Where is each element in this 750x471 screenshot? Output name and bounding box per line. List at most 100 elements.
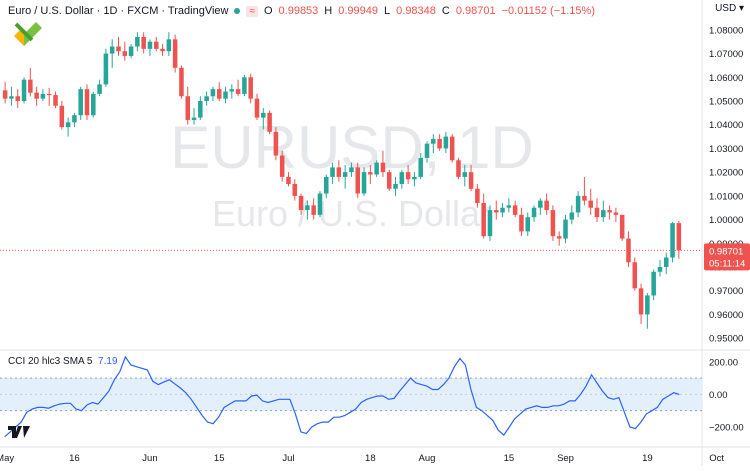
candle-body: [424, 143, 430, 158]
candle-body: [412, 176, 417, 180]
candle-body: [267, 112, 272, 132]
candle-body: [235, 89, 241, 94]
candle-body: [468, 172, 474, 189]
tradingview-logo-icon[interactable]: [8, 426, 30, 438]
candle-body: [405, 172, 411, 180]
candle-body: [500, 207, 505, 213]
broker-logo-icon: [14, 22, 42, 46]
price-tick-label: 0.95000: [709, 334, 743, 345]
candle-body: [84, 89, 90, 116]
candle-body: [651, 271, 656, 296]
price-tick-label: 1.08000: [709, 25, 743, 36]
candle-body: [607, 210, 612, 213]
candle-body: [179, 67, 184, 97]
candle-body: [229, 89, 235, 92]
candle-body: [355, 167, 361, 194]
currency-selector[interactable]: USD ▾: [715, 3, 744, 14]
candle-body: [279, 155, 285, 177]
indicator-legend[interactable]: CCI 20 hlc3 SMA 5 7.19: [8, 356, 118, 367]
candle-body: [462, 172, 468, 177]
candle-body: [261, 112, 266, 118]
candle-body: [160, 48, 165, 52]
candle-body: [538, 200, 543, 208]
candle-body: [191, 117, 197, 120]
candle-body: [374, 162, 379, 175]
time-tick-label: 16: [69, 453, 80, 464]
time-tick-label: Sep: [557, 453, 574, 464]
time-tick-label: 15: [214, 453, 225, 464]
candle-body: [582, 195, 587, 201]
time-tick-label: May: [0, 453, 14, 464]
replay-badge[interactable]: ≈: [246, 5, 258, 17]
candle-body: [147, 41, 153, 49]
cci-line: [4, 355, 680, 438]
candle-body: [657, 267, 663, 272]
candle-body: [475, 188, 480, 203]
candle-body: [172, 39, 178, 68]
ohlc-low-value: 0.98348: [396, 5, 436, 17]
candle-body: [638, 288, 644, 315]
candle-body: [512, 205, 518, 215]
candle-body: [72, 115, 77, 123]
candle-body: [311, 205, 316, 215]
candle-body: [342, 172, 348, 177]
cci-tick-label: −200.00: [709, 422, 744, 433]
candle-body: [9, 96, 14, 99]
candle-body: [531, 207, 537, 218]
candle-body: [663, 257, 669, 267]
candle-body: [349, 167, 354, 173]
ohlc-open-value: 0.99853: [278, 5, 319, 17]
candle-body: [210, 89, 216, 97]
candle-body: [386, 172, 392, 189]
candle-body: [273, 131, 279, 156]
candle-body: [594, 207, 600, 218]
candle-body: [2, 90, 8, 99]
candle-body: [449, 136, 455, 161]
candle-body: [399, 172, 405, 184]
candle-body: [330, 167, 335, 177]
price-tag-box: [704, 243, 750, 271]
candle-body: [59, 105, 65, 128]
candle-body: [368, 172, 373, 175]
price-tick-label: 1.07000: [709, 49, 743, 60]
cci-tick-label: 0.00: [709, 390, 728, 401]
candle-body: [506, 205, 512, 208]
indicator-value: 7.19: [98, 356, 118, 367]
candle-body: [248, 77, 253, 99]
candle-body: [544, 200, 549, 211]
candle-body: [166, 39, 172, 52]
candle-body: [65, 122, 71, 128]
price-tick-label: 1.01000: [709, 191, 743, 202]
candle-body: [103, 53, 109, 85]
candle-body: [223, 91, 228, 99]
candle-body: [619, 214, 625, 239]
candle-body: [563, 219, 568, 239]
candle-body: [632, 262, 638, 289]
market-open-icon: [234, 8, 241, 14]
ohlc-close-value: 0.98701: [455, 5, 496, 17]
price-tick-label: 1.03000: [709, 144, 743, 155]
price-tag-value: 0.98701: [709, 246, 743, 257]
time-tick-label: Oct: [709, 453, 724, 464]
candle-body: [15, 96, 21, 101]
candle-body: [601, 210, 606, 218]
candle-body: [569, 212, 575, 220]
candle-body: [286, 176, 291, 184]
candle-body: [670, 223, 675, 258]
currency-label: USD: [715, 3, 737, 14]
candle-body: [336, 167, 342, 177]
candle-body: [21, 79, 27, 101]
candle-body: [122, 51, 128, 56]
time-tick-label: 19: [642, 453, 653, 464]
price-tick-label: 1.06000: [709, 73, 743, 84]
cci-tick-label: 200.00: [709, 357, 738, 368]
candle-body: [128, 46, 134, 56]
candle-body: [40, 93, 46, 99]
chevron-down-icon: ▾: [738, 3, 744, 14]
candle-body: [97, 84, 102, 94]
candle-body: [317, 193, 323, 215]
symbol-title[interactable]: Euro / U.S. Dollar · 1D · FXCM · Trading…: [8, 5, 229, 17]
indicator-label: CCI 20 hlc3 SMA 5: [8, 356, 93, 367]
